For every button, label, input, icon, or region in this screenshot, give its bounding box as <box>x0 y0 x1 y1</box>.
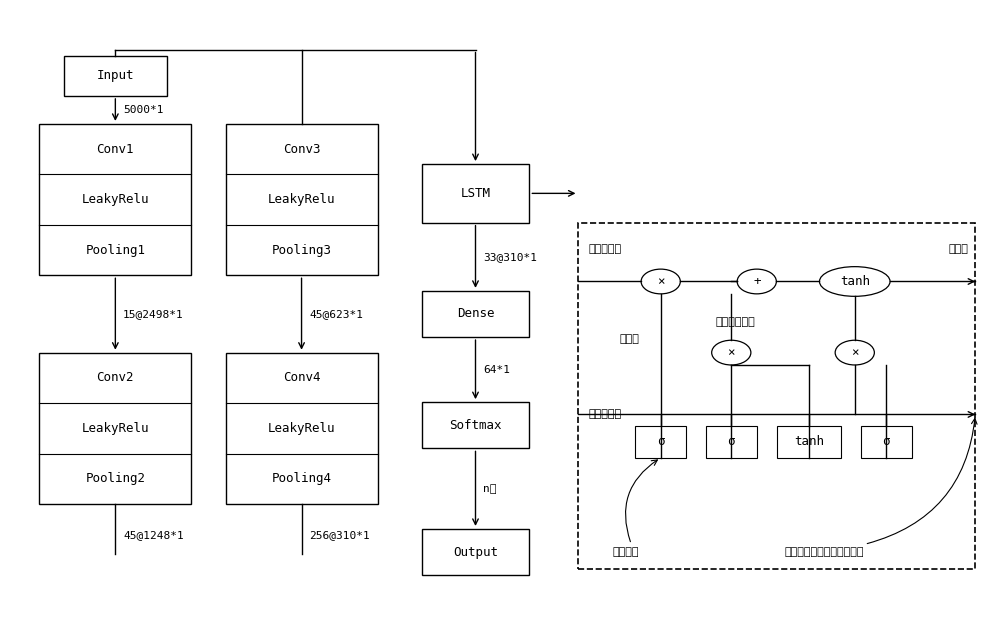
Text: Conv2: Conv2 <box>97 372 134 384</box>
Text: 结合新状态输出决定的部分: 结合新状态输出决定的部分 <box>784 546 864 557</box>
Bar <box>777 425 841 457</box>
Bar <box>861 425 912 457</box>
Text: Input: Input <box>97 69 134 83</box>
Bar <box>39 353 191 504</box>
Text: 45@1248*1: 45@1248*1 <box>123 530 184 540</box>
Text: Dense: Dense <box>457 307 494 321</box>
Bar <box>422 402 529 449</box>
Text: n类: n类 <box>483 483 497 493</box>
Text: Pooling2: Pooling2 <box>85 473 145 485</box>
Text: Conv1: Conv1 <box>97 143 134 156</box>
Text: LeakyRelu: LeakyRelu <box>82 193 149 206</box>
Text: Softmax: Softmax <box>449 419 502 432</box>
Text: 256@310*1: 256@310*1 <box>309 530 370 540</box>
Text: 新的候选状态: 新的候选状态 <box>716 317 755 327</box>
Bar <box>635 425 686 457</box>
Text: Conv4: Conv4 <box>283 372 320 384</box>
Text: 新状态: 新状态 <box>949 244 968 254</box>
Text: 遗忘门: 遗忘门 <box>620 334 639 344</box>
Bar <box>226 124 378 275</box>
Text: 64*1: 64*1 <box>483 365 510 375</box>
Text: 33@310*1: 33@310*1 <box>483 252 537 262</box>
Text: σ: σ <box>728 435 735 448</box>
Bar <box>422 291 529 337</box>
Text: ×: × <box>728 346 735 359</box>
Text: +: + <box>753 275 761 288</box>
Text: Output: Output <box>453 546 498 558</box>
Text: 前一个输出: 前一个输出 <box>588 410 621 420</box>
Text: Pooling4: Pooling4 <box>272 473 332 485</box>
Text: Conv3: Conv3 <box>283 143 320 156</box>
Text: LeakyRelu: LeakyRelu <box>268 193 335 206</box>
Text: 当前输入: 当前输入 <box>613 546 639 557</box>
Bar <box>226 353 378 504</box>
Text: 上一个状态: 上一个状态 <box>588 244 621 254</box>
Bar <box>39 124 191 275</box>
Text: σ: σ <box>657 435 664 448</box>
Text: 15@2498*1: 15@2498*1 <box>123 309 184 319</box>
Text: 45@623*1: 45@623*1 <box>309 309 363 319</box>
Text: 5000*1: 5000*1 <box>123 105 164 115</box>
Text: tanh: tanh <box>794 435 824 448</box>
Bar <box>578 223 975 569</box>
Bar <box>64 56 167 96</box>
Text: Pooling1: Pooling1 <box>85 244 145 257</box>
Bar <box>706 425 757 457</box>
Text: LSTM: LSTM <box>460 187 490 200</box>
Text: σ: σ <box>882 435 890 448</box>
Text: ×: × <box>851 346 859 359</box>
Text: tanh: tanh <box>840 275 870 288</box>
Text: ×: × <box>657 275 664 288</box>
Text: Pooling3: Pooling3 <box>272 244 332 257</box>
Bar <box>422 529 529 575</box>
Text: LeakyRelu: LeakyRelu <box>268 422 335 435</box>
Text: LeakyRelu: LeakyRelu <box>82 422 149 435</box>
Bar <box>422 164 529 223</box>
